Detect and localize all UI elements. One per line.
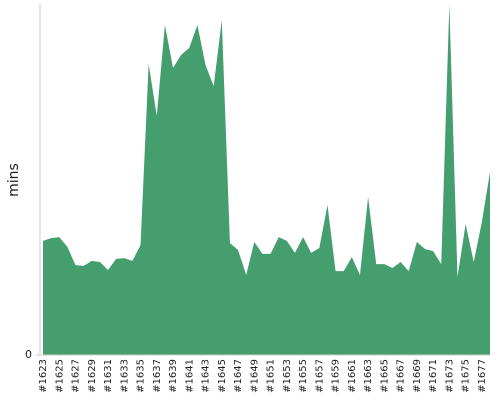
x-tick-label: #1675 bbox=[461, 359, 472, 393]
x-tick-label: #1633 bbox=[119, 359, 130, 393]
x-tick-label: #1635 bbox=[136, 359, 147, 393]
x-tick-label: #1653 bbox=[282, 359, 293, 393]
x-tick-label: #1645 bbox=[217, 359, 228, 393]
x-tick-label: #1637 bbox=[152, 359, 163, 393]
x-tick-label: #1657 bbox=[314, 359, 325, 393]
area bbox=[43, 4, 490, 355]
x-tick-label: #1641 bbox=[184, 359, 195, 393]
x-tick-label: #1631 bbox=[103, 359, 114, 393]
x-tick-label: #1661 bbox=[347, 359, 358, 393]
x-tick-label: #1677 bbox=[477, 359, 488, 393]
x-tick-label: #1649 bbox=[249, 359, 260, 393]
x-tick-label: #1625 bbox=[54, 359, 65, 393]
x-tick-label: #1671 bbox=[428, 359, 439, 393]
y-tick-label: 0 bbox=[25, 348, 32, 361]
x-tick-label: #1673 bbox=[444, 359, 455, 393]
x-tick-label: #1639 bbox=[168, 359, 179, 393]
x-tick-label: #1655 bbox=[298, 359, 309, 393]
x-tick-label: #1665 bbox=[379, 359, 390, 393]
x-tick-label: #1643 bbox=[201, 359, 212, 393]
x-tick-label: #1629 bbox=[87, 359, 98, 393]
y-axis-label: mins bbox=[6, 163, 22, 197]
x-tick-label: #1667 bbox=[396, 359, 407, 393]
x-tick-label: #1623 bbox=[38, 359, 49, 393]
x-tick-label: #1659 bbox=[331, 359, 342, 393]
x-tick-label: #1627 bbox=[71, 359, 82, 393]
x-tick-label: #1651 bbox=[266, 359, 277, 393]
x-tick-label: #1647 bbox=[233, 359, 244, 393]
x-tick-label: #1663 bbox=[363, 359, 374, 393]
x-tick-label: #1669 bbox=[412, 359, 423, 393]
